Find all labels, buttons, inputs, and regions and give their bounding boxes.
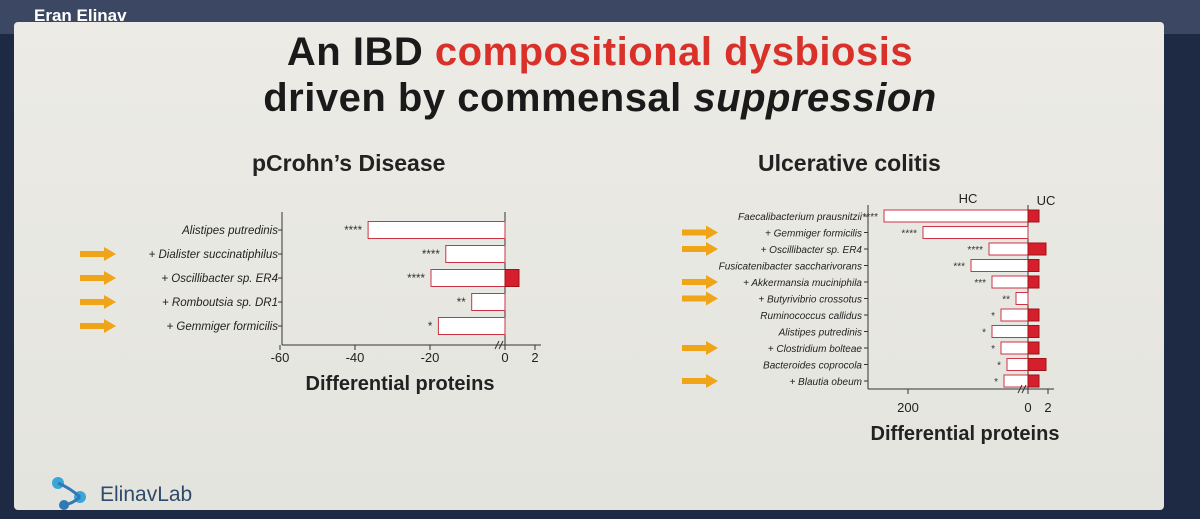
category-label: Ruminococcus callidus — [760, 311, 862, 322]
significance-label: * — [994, 377, 998, 388]
highlight-arrow-icon — [682, 275, 718, 289]
x-tick-label: 200 — [897, 400, 919, 415]
highlight-arrow-icon — [682, 242, 718, 256]
positive-bar — [1027, 308, 1040, 322]
significance-label: * — [982, 328, 986, 339]
x-tick-label: -20 — [421, 350, 440, 365]
negative-bar — [922, 226, 1029, 239]
positive-bar — [504, 269, 520, 287]
positive-bar — [1027, 259, 1040, 272]
positive-bar — [1027, 374, 1040, 388]
negative-bar — [437, 317, 506, 335]
category-label: Alistipes putredinis — [778, 328, 862, 339]
x-tick-label: 2 — [531, 350, 538, 365]
category-label: Fusicatenibacter saccharivorans — [719, 262, 862, 273]
significance-label: * — [991, 344, 995, 355]
negative-bar — [367, 221, 506, 239]
significance-label: **** — [407, 273, 425, 285]
highlight-arrow-icon — [80, 271, 116, 285]
positive-bar — [1027, 341, 1040, 355]
logo-text: ElinavLab — [100, 483, 193, 506]
title-italic-text: suppression — [693, 76, 937, 120]
molecule-icon — [52, 477, 86, 510]
axis-break — [494, 340, 504, 350]
category-label: + Oscillibacter sp. ER4 — [161, 273, 278, 285]
x-tick-label: 0 — [1024, 400, 1031, 415]
slide-title-line-1: An IBD compositional dysbiosis — [0, 30, 1200, 75]
positive-bar — [1027, 358, 1047, 371]
category-label: + Oscillibacter sp. ER4 — [761, 245, 863, 256]
significance-label: * — [991, 311, 995, 322]
positive-bar — [1027, 275, 1040, 289]
x-tick-label: -40 — [346, 350, 365, 365]
significance-label: **** — [967, 245, 983, 256]
category-label: + Butyrivibrio crossotus — [758, 295, 862, 306]
significance-label: **** — [862, 212, 878, 223]
highlight-arrow-icon — [80, 319, 116, 333]
category-label: Faecalibacterium prausnitzii — [738, 212, 863, 223]
category-label: Bacteroides coprocola — [763, 361, 862, 372]
title-highlight-text: compositional dysbiosis — [434, 30, 914, 74]
positive-bar — [1027, 242, 1047, 256]
negative-bar — [1015, 292, 1029, 305]
x-axis-title: Differential proteins — [306, 373, 495, 395]
significance-label: **** — [422, 249, 440, 261]
category-label: + Gemmiger formicilis — [166, 321, 278, 333]
highlight-arrow-icon — [80, 295, 116, 309]
x-tick-label: 0 — [501, 350, 508, 365]
highlight-arrow-icon — [682, 374, 718, 388]
highlight-arrow-icon — [682, 225, 718, 240]
chart-title-crohns: pCrohn’s Disease — [252, 150, 446, 176]
significance-label: ** — [457, 297, 466, 309]
significance-label: **** — [344, 225, 362, 237]
significance-label: *** — [974, 278, 986, 289]
significance-label: **** — [901, 229, 917, 240]
category-label: + Clostridium bolteae — [768, 344, 863, 355]
significance-label: ** — [1002, 295, 1010, 306]
category-label: + Gemmiger formicilis — [765, 229, 862, 240]
positive-bar — [1027, 325, 1040, 338]
negative-bar — [445, 245, 506, 263]
x-tick-label: 2 — [1044, 400, 1051, 415]
axis-break — [1017, 384, 1027, 394]
category-label: Alistipes putredinis — [181, 225, 278, 237]
highlight-arrow-icon — [80, 247, 116, 261]
category-label: + Akkermansia muciniphila — [743, 278, 862, 289]
title-text: driven by commensal — [263, 76, 694, 120]
x-axis-title: Differential proteins — [871, 423, 1060, 445]
highlight-arrow-icon — [682, 341, 718, 355]
category-label: + Romboutsia sp. DR1 — [162, 297, 278, 309]
category-label: + Blautia obeum — [789, 377, 862, 388]
group-label-hc: HC — [959, 191, 978, 206]
highlight-arrow-icon — [682, 291, 718, 306]
significance-label: * — [428, 321, 433, 333]
speaker-name: Eran Elinav — [34, 6, 127, 25]
significance-label: *** — [953, 262, 965, 273]
category-label: + Dialister succinatiphilus — [149, 249, 279, 261]
chart-title-uc: Ulcerative colitis — [758, 150, 941, 176]
positive-bar — [1027, 209, 1040, 223]
significance-label: * — [997, 361, 1001, 372]
slide-title-line-2: driven by commensal suppression — [0, 76, 1200, 121]
x-tick-label: -60 — [271, 350, 290, 365]
negative-bar — [471, 293, 506, 311]
group-label-uc: UC — [1037, 193, 1056, 208]
title-text: An IBD — [286, 30, 435, 74]
